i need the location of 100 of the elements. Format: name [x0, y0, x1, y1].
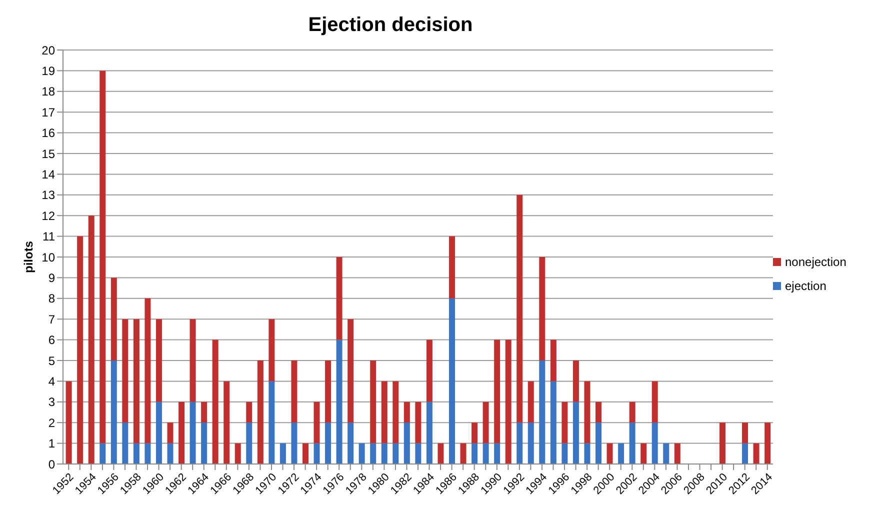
bar — [652, 381, 658, 423]
bar — [528, 422, 534, 464]
bar — [629, 402, 636, 423]
y-tick-label: 9 — [48, 270, 56, 285]
bar — [652, 422, 658, 464]
bar — [516, 194, 523, 423]
bar — [291, 360, 298, 423]
y-tick-label: 5 — [48, 354, 56, 368]
bar — [291, 422, 298, 464]
bar — [606, 443, 613, 464]
y-tick-label: 13 — [42, 188, 56, 202]
bar — [482, 402, 489, 444]
bar — [268, 319, 275, 382]
y-tick-label: 20 — [42, 43, 56, 58]
y-tick-label: 16 — [42, 126, 56, 140]
bar — [719, 422, 726, 464]
bar — [370, 360, 376, 444]
y-tick-label: 2 — [48, 416, 56, 430]
bar — [100, 443, 106, 464]
bar — [550, 340, 556, 382]
bar — [742, 422, 748, 444]
bar — [280, 443, 286, 464]
bar — [325, 422, 332, 464]
y-tick-label: 8 — [48, 292, 56, 306]
y-tick-label: 1 — [48, 436, 56, 451]
bar — [438, 443, 444, 464]
bar — [66, 381, 72, 464]
bar — [201, 402, 208, 423]
y-tick-label: 14 — [42, 167, 56, 182]
y-tick-label: 11 — [42, 230, 56, 244]
bar — [539, 257, 546, 360]
bar — [201, 422, 208, 464]
bar — [494, 443, 500, 464]
bar — [88, 216, 94, 464]
bar — [663, 443, 670, 464]
bar — [133, 319, 140, 444]
bar — [110, 278, 117, 360]
bar — [392, 381, 399, 444]
y-tick-label: 12 — [42, 208, 56, 223]
bar — [472, 443, 478, 464]
bar — [753, 443, 760, 464]
bar — [596, 402, 602, 423]
bar — [144, 298, 151, 444]
bar — [404, 402, 410, 423]
bar — [415, 402, 422, 444]
bar — [224, 381, 230, 464]
bar — [539, 360, 546, 464]
bar — [302, 443, 308, 464]
bar — [640, 443, 647, 464]
bar — [404, 422, 410, 464]
bar — [572, 402, 579, 464]
bar — [482, 443, 489, 464]
bar — [618, 443, 624, 464]
bar — [764, 422, 771, 464]
y-axis-title: pilots — [21, 240, 36, 273]
y-tick-label: 19 — [42, 64, 56, 78]
bar — [629, 422, 636, 464]
bar — [268, 381, 275, 464]
bar — [674, 443, 680, 464]
bar — [336, 257, 342, 340]
bar — [246, 402, 252, 423]
bar — [596, 422, 602, 464]
bar — [742, 443, 748, 464]
y-tick-label: 6 — [48, 333, 56, 348]
bar — [314, 443, 320, 464]
bar — [178, 402, 185, 464]
bar — [77, 236, 84, 464]
bar — [562, 402, 568, 444]
bar — [212, 340, 218, 464]
y-tick-label: 0 — [48, 457, 56, 472]
bar — [448, 236, 455, 298]
bar — [381, 381, 388, 444]
bar — [572, 360, 579, 402]
bar — [528, 381, 534, 423]
bar — [562, 443, 568, 464]
bar — [358, 443, 365, 464]
y-tick-label: 3 — [48, 395, 56, 410]
bar — [550, 381, 556, 464]
y-tick-label: 7 — [48, 312, 56, 326]
bar — [448, 298, 455, 464]
bar — [167, 443, 174, 464]
bar — [472, 422, 478, 444]
y-tick-label: 4 — [48, 374, 56, 388]
bar — [505, 340, 512, 464]
bar — [122, 319, 128, 423]
bar — [370, 443, 376, 464]
bar — [167, 422, 174, 444]
bar — [257, 360, 264, 464]
bar — [336, 340, 342, 464]
bar — [122, 422, 128, 464]
bar — [190, 402, 196, 464]
y-tick-label: 17 — [42, 105, 56, 120]
bar — [314, 402, 320, 444]
bar — [110, 360, 117, 464]
bar — [494, 340, 500, 444]
bar — [460, 443, 466, 464]
bar — [234, 443, 241, 464]
bar — [144, 443, 151, 464]
legend-label: ejection — [785, 279, 826, 293]
bar — [426, 340, 432, 402]
